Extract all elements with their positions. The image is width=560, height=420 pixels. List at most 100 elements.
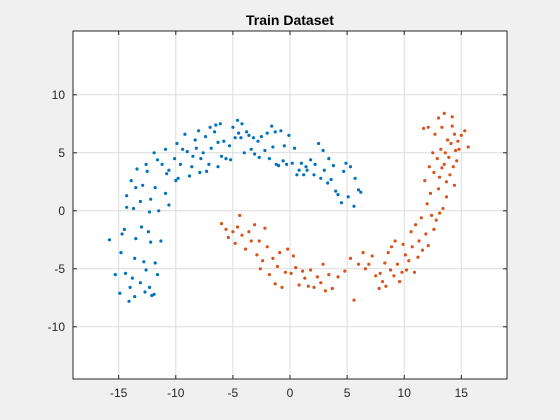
scatter-point — [142, 260, 146, 264]
scatter-point — [240, 122, 244, 126]
y-tick-label: 5 — [58, 146, 65, 160]
scatter-point — [322, 168, 326, 172]
scatter-point — [444, 180, 449, 184]
axes-frame — [72, 30, 508, 380]
scatter-point — [317, 141, 321, 146]
scatter-point — [444, 195, 449, 199]
scatter-point — [135, 167, 139, 171]
scatter-point — [129, 179, 133, 183]
scatter-point — [313, 162, 317, 166]
scatter-point — [410, 245, 414, 249]
scatter-point — [122, 227, 126, 231]
scatter-point — [457, 147, 461, 151]
scatter-point — [352, 204, 356, 208]
scatter-point — [344, 161, 348, 165]
scatter-point — [123, 271, 128, 275]
scatter-point — [283, 270, 287, 274]
scatter-point — [334, 189, 338, 193]
scatter-point — [299, 161, 303, 165]
scatter-point — [305, 168, 309, 172]
scatter-point — [159, 239, 163, 243]
scatter-point — [454, 148, 458, 153]
scatter-point — [233, 241, 237, 245]
scatter-point — [388, 268, 393, 272]
scatter-point — [330, 286, 334, 291]
scatter-point — [263, 148, 267, 153]
scatter-point — [271, 145, 275, 149]
scatter-point — [265, 131, 269, 135]
scatter-point — [125, 194, 129, 198]
scatter-point — [259, 135, 263, 139]
scatter-point — [157, 209, 161, 213]
scatter-point — [442, 111, 446, 115]
scatter-point — [329, 177, 333, 182]
scatter-point — [390, 245, 394, 249]
scatter-point — [386, 251, 390, 255]
scatter-point — [256, 139, 260, 143]
scatter-point — [412, 270, 417, 274]
scatter-point — [190, 165, 194, 169]
scatter-point — [295, 173, 299, 177]
scatter-point — [127, 299, 131, 303]
scatter-point — [414, 223, 418, 227]
scatter-point — [342, 169, 346, 173]
scatter-point — [304, 165, 308, 169]
scatter-point — [229, 158, 233, 162]
scatter-point — [450, 124, 454, 128]
scatter-point — [282, 144, 286, 148]
scatter-point — [185, 150, 189, 154]
scatter-point — [147, 285, 152, 289]
scatter-point — [176, 176, 180, 180]
scatter-point — [290, 161, 294, 165]
scatter-point — [277, 164, 281, 168]
scatter-point — [213, 130, 217, 134]
scatter-point — [178, 162, 182, 166]
scatter-point — [113, 273, 117, 277]
scatter-point — [146, 230, 150, 234]
scatter-point — [145, 169, 149, 173]
scatter-point — [407, 259, 411, 263]
scatter-point — [197, 129, 201, 133]
scatter-point — [267, 157, 271, 161]
scatter-point — [361, 251, 365, 255]
chart-title: Train Dataset — [246, 12, 334, 28]
scatter-point — [339, 201, 343, 205]
scatter-point — [435, 157, 439, 161]
scatter-point — [359, 190, 363, 194]
scatter-point — [384, 284, 388, 288]
scatter-point — [443, 151, 447, 155]
scatter-point — [227, 144, 232, 148]
scatter-point — [235, 118, 240, 122]
scatter-point — [312, 285, 316, 289]
series-1 — [107, 118, 363, 303]
scatter-point — [424, 232, 428, 236]
scatter-point — [131, 206, 136, 211]
scatter-point — [416, 255, 420, 259]
scatter-point — [144, 162, 148, 166]
scatter-point — [119, 251, 123, 255]
scatter-point — [278, 251, 282, 255]
scatter-point — [270, 124, 274, 128]
scatter-point — [438, 175, 442, 179]
scatter-point — [352, 298, 356, 302]
scatter-point — [279, 129, 283, 133]
scatter-point — [281, 159, 285, 163]
scatter-point — [152, 151, 156, 155]
scatter-point — [231, 230, 235, 234]
scatter-point — [261, 259, 265, 263]
scatter-point — [255, 253, 259, 257]
scatter-point — [263, 226, 267, 230]
scatter-point — [285, 162, 289, 166]
x-tick-label: -5 — [228, 386, 239, 400]
scatter-point — [427, 165, 431, 169]
scatter-point — [426, 125, 430, 129]
scatter-point — [147, 210, 152, 214]
scatter-point — [165, 172, 169, 176]
scatter-point — [431, 151, 435, 155]
scatter-point — [175, 141, 179, 146]
scatter-point — [409, 230, 413, 234]
y-tick-label: -5 — [54, 262, 65, 276]
scatter-point — [398, 280, 402, 284]
scatter-point — [403, 253, 407, 257]
scatter-point — [293, 146, 297, 150]
